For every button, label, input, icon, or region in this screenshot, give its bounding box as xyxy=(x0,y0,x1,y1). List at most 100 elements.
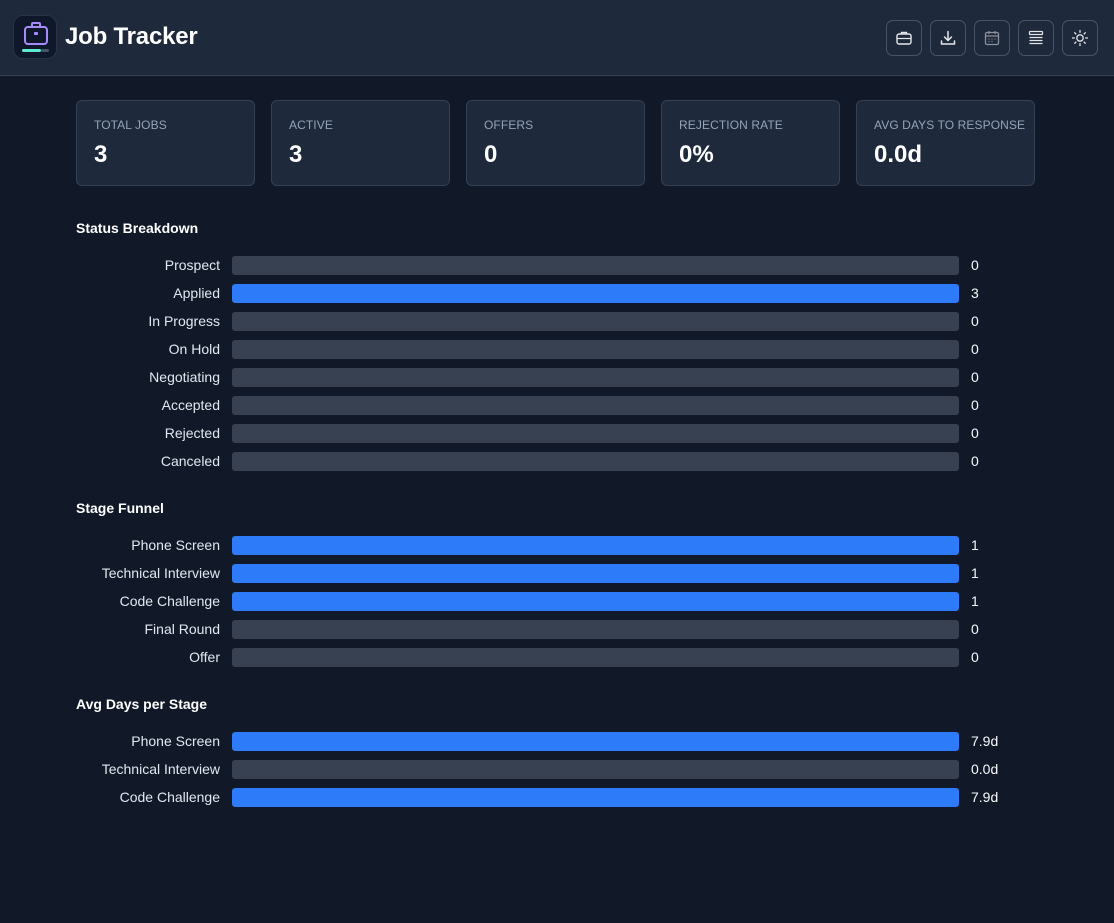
toolbar xyxy=(886,20,1098,56)
bar-fill xyxy=(232,788,959,807)
bar-row: Code Challenge 7.9d xyxy=(76,783,1036,811)
bar-track xyxy=(232,592,959,611)
bar-label: On Hold xyxy=(168,341,220,357)
bar-row: Applied 3 xyxy=(76,279,1036,307)
bar-label: Rejected xyxy=(164,425,220,441)
bar-row: Code Challenge 1 xyxy=(76,587,1036,615)
bar-row: Phone Screen 1 xyxy=(76,531,1036,559)
bar-track xyxy=(232,452,959,471)
briefcase-logo-icon xyxy=(22,22,49,52)
bar-value: 7.9d xyxy=(971,789,999,805)
bar-fill xyxy=(232,732,959,751)
bar-track xyxy=(232,340,959,359)
bar-value: 0 xyxy=(971,425,979,441)
section-title: Stage Funnel xyxy=(76,500,164,516)
briefcase-button[interactable] xyxy=(886,20,922,56)
bar-rows: Prospect 0 Applied 3 In Progress 0 On Hold 0 Neg… xyxy=(76,251,1036,475)
bar-label: Technical Interview xyxy=(101,565,220,581)
stat-value: 0.0d xyxy=(874,141,923,168)
bar-track xyxy=(232,368,959,387)
stat-label: Offers xyxy=(484,118,534,132)
stat-card-active: Active 3 xyxy=(271,100,450,186)
bar-track xyxy=(232,620,959,639)
bar-fill xyxy=(232,536,959,555)
calendar-button[interactable] xyxy=(974,20,1010,56)
bar-label: Accepted xyxy=(161,397,220,413)
bar-row: Technical Interview 0.0d xyxy=(76,755,1036,783)
stat-label: Rejection Rate xyxy=(679,118,783,132)
bar-label: Technical Interview xyxy=(101,761,220,777)
theme-button[interactable] xyxy=(1062,20,1098,56)
stats-row: Total Jobs 3 Active 3 Offers 0 Rejection… xyxy=(76,100,1035,186)
bar-track xyxy=(232,788,959,807)
bar-fill xyxy=(232,284,959,303)
bar-label: Phone Screen xyxy=(131,537,220,553)
bar-label: Offer xyxy=(189,649,220,665)
download-button[interactable] xyxy=(930,20,966,56)
bar-track xyxy=(232,284,959,303)
bar-row: In Progress 0 xyxy=(76,307,1036,335)
bar-label: Phone Screen xyxy=(131,733,220,749)
bar-value: 7.9d xyxy=(971,733,999,749)
bar-rows: Phone Screen 7.9d Technical Interview 0.0d C… xyxy=(76,727,1036,811)
bar-row: Phone Screen 7.9d xyxy=(76,727,1036,755)
stat-card-offers: Offers 0 xyxy=(466,100,645,186)
bar-value: 0 xyxy=(971,621,979,637)
bar-track xyxy=(232,256,959,275)
stat-card-avg-days-to-response: Avg Days to Response 0.0d xyxy=(856,100,1035,186)
bar-label: Canceled xyxy=(160,453,220,469)
bar-row: Prospect 0 xyxy=(76,251,1036,279)
stat-label: Total Jobs xyxy=(94,118,167,132)
bar-track xyxy=(232,760,959,779)
bar-label: Negotiating xyxy=(149,369,220,385)
stat-value: 0 xyxy=(484,141,498,168)
stat-card-total-jobs: Total Jobs 3 xyxy=(76,100,255,186)
bar-row: Technical Interview 1 xyxy=(76,559,1036,587)
bar-track xyxy=(232,536,959,555)
bar-value: 1 xyxy=(971,537,979,553)
bar-label: In Progress xyxy=(148,313,220,329)
bar-value: 0 xyxy=(971,341,979,357)
bar-rows: Phone Screen 1 Technical Interview 1 Code Ch… xyxy=(76,531,1036,671)
bar-label: Final Round xyxy=(144,621,221,637)
bar-row: Canceled 0 xyxy=(76,447,1036,475)
list-icon xyxy=(1028,30,1044,45)
bar-value: 1 xyxy=(971,593,979,609)
bar-row: On Hold 0 xyxy=(76,335,1036,363)
app-header: Job Tracker xyxy=(0,0,1114,76)
bar-label: Code Challenge xyxy=(119,789,220,805)
bar-row: Negotiating 0 xyxy=(76,363,1036,391)
download-icon xyxy=(940,30,956,45)
stage-funnel-section: Stage Funnel Phone Screen 1 Technical Inte… xyxy=(76,499,1036,671)
bar-label: Applied xyxy=(173,285,220,301)
bar-fill xyxy=(232,564,959,583)
bar-track xyxy=(232,732,959,751)
section-title: Avg Days per Stage xyxy=(76,696,207,712)
calendar-icon xyxy=(984,31,1000,46)
bar-value: 0 xyxy=(971,649,979,665)
stat-label: Avg Days to Response xyxy=(874,118,1026,132)
bar-row: Offer 0 xyxy=(76,643,1036,671)
bar-value: 0 xyxy=(971,397,979,413)
bar-value: 1 xyxy=(971,565,979,581)
app-title: Job Tracker xyxy=(65,23,198,50)
stat-value: 3 xyxy=(289,141,303,168)
app-logo xyxy=(13,15,57,59)
avg-days-per-stage-section: Avg Days per Stage Phone Screen 7.9d Techn… xyxy=(76,695,1036,811)
bar-row: Rejected 0 xyxy=(76,419,1036,447)
bar-track xyxy=(232,648,959,667)
bar-value: 0 xyxy=(971,257,979,273)
stat-label: Active xyxy=(289,118,333,132)
bar-row: Accepted 0 xyxy=(76,391,1036,419)
bar-track xyxy=(232,564,959,583)
bar-track xyxy=(232,312,959,331)
bar-track xyxy=(232,396,959,415)
bar-label: Code Challenge xyxy=(119,593,220,609)
sun-icon xyxy=(1071,29,1089,47)
bar-value: 0 xyxy=(971,313,979,329)
status-breakdown-section: Status Breakdown Prospect 0 Applied 3 In Pro… xyxy=(76,219,1036,475)
stat-value: 0% xyxy=(679,141,714,168)
list-button[interactable] xyxy=(1018,20,1054,56)
stat-card-rejection-rate: Rejection Rate 0% xyxy=(661,100,840,186)
bar-value: 0 xyxy=(971,453,979,469)
